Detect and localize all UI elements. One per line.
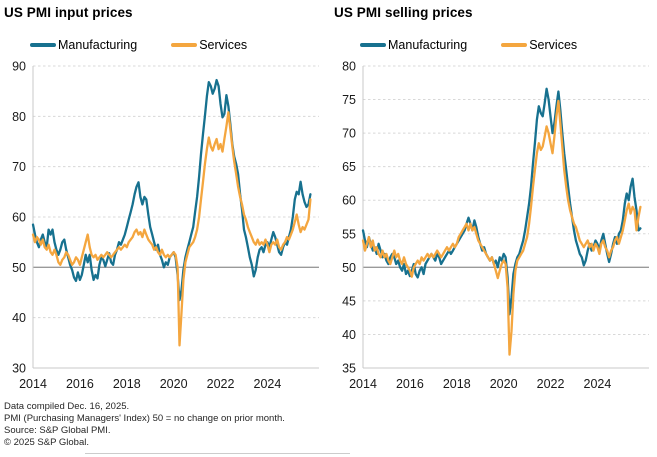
x-tick-label: 2018 (443, 377, 471, 391)
y-tick-label: 75 (342, 93, 356, 107)
y-tick-label: 60 (12, 211, 26, 225)
x-tick-label: 2020 (160, 377, 188, 391)
selling-prices-plot: 35 40 45 50 55 60 65 70 75 80 2014 2016 2018 2020 2022… (330, 58, 657, 400)
y-tick-label: 60 (342, 194, 356, 208)
x-tick-label: 2024 (254, 377, 282, 391)
footnotes: Data compiled Dec. 16, 2025. PMI (Purcha… (4, 401, 285, 449)
y-tick-label: 30 (12, 362, 26, 376)
x-tick-label: 2016 (396, 377, 424, 391)
selling-prices-panel: US PMI selling prices Manufacturing Serv… (330, 0, 657, 400)
manufacturing-line-swatch (30, 43, 56, 47)
y-tick-label: 40 (12, 311, 26, 325)
y-tick-label: 80 (12, 110, 26, 124)
chart-canvas: 35 40 45 50 55 60 65 70 75 80 2014 2016 2018 2020 2022… (342, 60, 649, 391)
x-tick-label: 2014 (19, 377, 47, 391)
x-tick-label: 2020 (490, 377, 518, 391)
legend-item-manufacturing: Manufacturing (360, 38, 467, 52)
footnote-copyright: © 2025 S&P Global. (4, 437, 89, 448)
x-tick-label: 2016 (66, 377, 94, 391)
chart-canvas: 30 40 50 60 70 80 90 2014 2016 2018 2020 2022 2024 (12, 60, 319, 391)
manufacturing-line-swatch (360, 43, 386, 47)
manufacturing-line (361, 87, 642, 316)
legend-label-services: Services (529, 38, 578, 52)
input-prices-plot: 30 40 50 60 70 80 90 2014 2016 2018 2020 2022 2024 (0, 58, 327, 400)
y-tick-label: 40 (342, 328, 356, 342)
selling-prices-legend: Manufacturing Services (360, 38, 577, 52)
legend-item-services: Services (501, 38, 577, 52)
x-tick-label: 2022 (207, 377, 235, 391)
services-line (31, 111, 312, 347)
legend-label-manufacturing: Manufacturing (388, 38, 468, 52)
legend-label-services: Services (199, 38, 248, 52)
y-tick-label: 90 (12, 60, 26, 74)
y-tick-label: 35 (342, 362, 356, 376)
y-tick-label: 65 (342, 160, 356, 174)
x-tick-label: 2014 (349, 377, 377, 391)
services-line-swatch (501, 43, 528, 47)
legend-label-manufacturing: Manufacturing (58, 38, 138, 52)
footnote-pmi-definition: PMI (Purchasing Managers' Index) 50 = no… (4, 413, 285, 424)
footnote-source: Source: S&P Global PMI. (4, 425, 111, 436)
legend-item-services: Services (171, 38, 247, 52)
services-line (361, 99, 642, 356)
y-tick-label: 50 (342, 261, 356, 275)
y-tick-label: 45 (342, 294, 356, 308)
y-tick-label: 55 (342, 227, 356, 241)
x-tick-label: 2022 (537, 377, 565, 391)
y-tick-label: 70 (342, 127, 356, 141)
bottom-divider (85, 453, 350, 454)
x-tick-label: 2018 (113, 377, 141, 391)
legend-item-manufacturing: Manufacturing (30, 38, 137, 52)
input-prices-panel: US PMI input prices Manufacturing Servic… (0, 0, 327, 400)
services-line-swatch (171, 43, 198, 47)
x-tick-label: 2024 (584, 377, 612, 391)
y-tick-label: 80 (342, 60, 356, 74)
y-tick-label: 50 (12, 261, 26, 275)
input-prices-title: US PMI input prices (4, 5, 133, 20)
y-tick-label: 70 (12, 160, 26, 174)
selling-prices-title: US PMI selling prices (334, 5, 473, 20)
footnote-data-compiled: Data compiled Dec. 16, 2025. (4, 401, 130, 412)
input-prices-legend: Manufacturing Services (30, 38, 247, 52)
